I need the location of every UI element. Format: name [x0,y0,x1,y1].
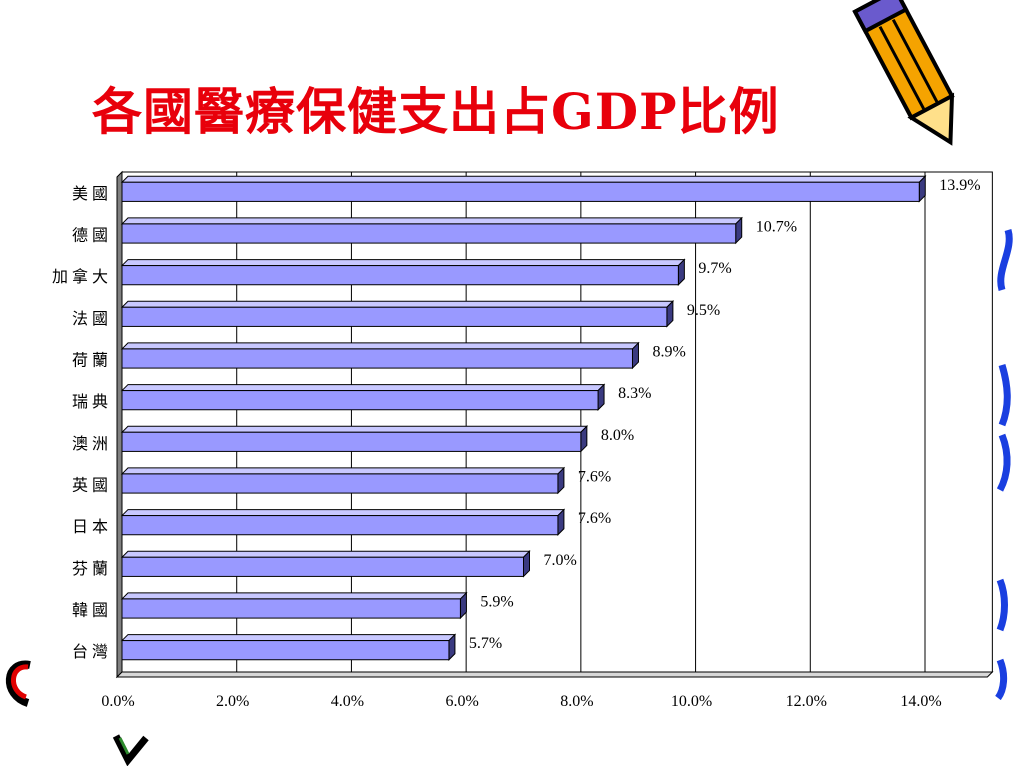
data-label: 7.6% [578,510,611,527]
x-tick-labels: 0.0% 2.0% 4.0% 6.0% 8.0% 10.0% 12.0% 14.0% [101,693,941,710]
category-label: 德國 [72,226,112,245]
bar-top [120,425,589,433]
plot-area [115,170,994,679]
slide-title: 各國醫療保健支出占GDP比例 [92,82,780,141]
data-label: 7.0% [544,552,577,569]
x-tick-label: 0.0% [101,693,134,710]
data-label: 8.3% [618,385,651,402]
category-label: 英國 [72,476,112,495]
x-tick-label: 10.0% [671,693,712,710]
x-tick-label: 6.0% [445,693,478,710]
bar-face [121,640,450,661]
red-swirl-decoration [5,660,31,707]
green-mark-decoration [112,734,149,766]
bar [120,258,686,286]
bar [120,466,566,495]
bar-face [121,473,559,494]
bar [120,508,566,536]
bar [120,550,531,578]
bar-top [120,592,468,600]
bar-top [120,550,531,558]
bar [120,591,468,620]
category-label: 韓國 [72,601,112,620]
bar [120,425,589,453]
data-label: 7.6% [578,469,611,486]
bar-top [120,175,927,183]
bar-top [120,384,606,392]
data-label: 9.5% [687,302,720,319]
category-label: 加拿大 [52,267,112,286]
category-label: 芬蘭 [72,559,112,578]
bar-face [121,181,920,202]
bar [120,341,640,370]
bar [120,175,927,203]
plot-floor [115,671,994,678]
data-labels: 13.9% 10.7% 9.7% 9.5% 8.9% 8.3% 8.0% 7.6% 7.6% 7.… [469,177,981,652]
bar [120,383,606,411]
category-label: 法國 [72,309,112,328]
x-tick-label: 8.0% [560,693,593,710]
bar-face [121,431,582,452]
category-label: 日本 [72,517,112,536]
bar [120,300,675,328]
bar-face [121,265,679,286]
data-label: 9.7% [698,260,731,277]
bar-face [121,348,633,369]
x-tick-label: 4.0% [331,693,364,710]
bars [120,175,927,661]
bar-face [121,223,737,244]
bar-face [121,556,524,577]
bar-top [120,217,743,225]
bar-top [120,467,566,475]
bar-top [120,634,457,642]
category-label: 澳洲 [72,434,112,453]
category-label: 台灣 [72,642,112,661]
bar-face [121,306,668,327]
data-label: 8.9% [652,344,685,361]
category-label: 荷蘭 [72,351,112,370]
x-tick-label: 2.0% [216,693,249,710]
x-tick-label: 14.0% [900,693,941,710]
bar-face [121,598,461,619]
blue-stroke-decoration [995,228,1013,700]
data-label: 5.7% [469,635,502,652]
data-label: 8.0% [601,427,634,444]
bar-face [121,390,599,411]
category-label: 美國 [72,184,112,203]
grid-lines [236,172,926,672]
category-label: 瑞典 [72,392,112,411]
bar [120,216,743,245]
bar-top [120,342,640,350]
bar-top [120,259,686,267]
data-label: 5.9% [480,594,513,611]
data-label: 10.7% [756,219,797,236]
x-tick-label: 12.0% [786,693,827,710]
plot-background [121,171,993,673]
data-label: 13.9% [939,177,980,194]
bar-top [120,300,675,308]
bar-face [121,515,559,536]
bar-top [120,509,566,517]
pencil-icon [852,0,955,146]
bar [120,633,457,661]
plot-side-wall [116,170,123,679]
